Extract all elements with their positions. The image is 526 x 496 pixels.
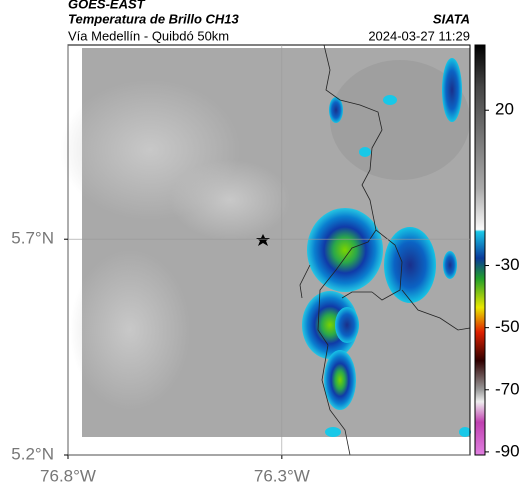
colorbar-tick-label: -90 <box>495 441 520 460</box>
colorbar-tick-label: 20 <box>495 100 514 119</box>
brand: SIATA <box>433 11 470 26</box>
y-tick-label: 5.7°N <box>11 229 54 248</box>
y-tick-label: 5.2°N <box>11 444 54 463</box>
timestamp: 2024-03-27 11:29 <box>368 28 470 43</box>
colorbar <box>474 44 486 456</box>
title: Temperatura de Brillo CH13 <box>68 11 240 26</box>
subtitle: Vía Medellín - Quibdó 50km <box>68 28 229 43</box>
x-tick-label: 76.3°W <box>254 466 310 485</box>
colorbar-tick-label: -50 <box>495 317 520 336</box>
colorbar-tick-label: -70 <box>495 379 520 398</box>
x-tick-label: 76.8°W <box>40 466 96 485</box>
imagery <box>60 44 471 456</box>
colorbar-tick-label: -30 <box>495 255 520 274</box>
source: GOES-EAST <box>68 0 146 11</box>
